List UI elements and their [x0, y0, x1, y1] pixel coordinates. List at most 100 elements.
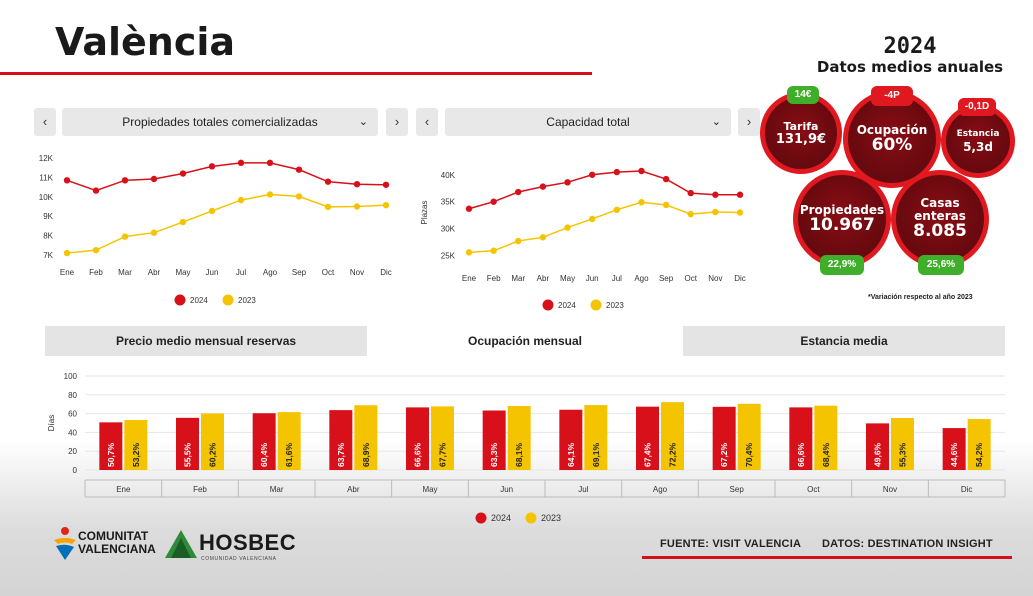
bar-label-2024: 55,5% [183, 442, 193, 467]
data-point-2023 [295, 193, 303, 200]
bar-label-2024: 66,6% [413, 442, 423, 467]
x-tick-label: Ago [263, 268, 278, 277]
bar-2023 [277, 412, 301, 470]
x-tick-label: Feb [193, 485, 207, 494]
y-tick-label: 35K [441, 198, 456, 207]
bar-2023 [814, 405, 838, 470]
data-source-label: DATOS: DESTINATION INSIGHT [822, 538, 993, 550]
x-tick-label: Oct [322, 268, 335, 277]
y-tick-label: 25K [441, 252, 456, 261]
legend-label-2024: 2024 [558, 301, 576, 310]
variation-footnote: *Variación respecto al año 2023 [868, 294, 973, 301]
bar-2023 [354, 405, 378, 470]
bar-label-2024: 63,3% [489, 442, 499, 467]
kpi-tarifa-change-badge: 14€ [787, 86, 819, 104]
bar-2023 [431, 406, 454, 470]
x-tick-label: Ene [116, 485, 131, 494]
tab-estancia-media[interactable]: Estancia media [683, 326, 1005, 356]
x-tick-label: Jun [206, 268, 219, 277]
kpi-estancia-change-badge: -0,1D [958, 98, 996, 116]
data-point-2023 [121, 233, 129, 240]
page-title: València [55, 20, 236, 64]
left-chart-metric-dropdown[interactable]: Propiedades totales comercializadas ⌄ [62, 108, 378, 136]
bar-2024 [712, 406, 736, 470]
right-chart-metric-dropdown[interactable]: Capacidad total ⌄ [445, 108, 731, 136]
legend-marker-2024 [542, 299, 554, 311]
bar-2024 [636, 406, 659, 470]
hosbec-subtitle: COMUNIDAD VALENCIANA [201, 556, 277, 562]
kpi-casas-label-line1: Casas [920, 196, 960, 211]
series-line-2023 [66, 193, 387, 254]
data-point-2024 [121, 177, 129, 184]
kpi-casas-bubble: Casas enteras 8.085 [891, 170, 989, 268]
x-tick-label: Nov [708, 274, 722, 283]
y-tick-label: 20 [68, 447, 77, 456]
data-point-2023 [353, 203, 361, 210]
x-tick-label: Jul [236, 268, 246, 277]
x-tick-label: Jun [500, 485, 513, 494]
data-point-2024 [638, 167, 645, 175]
y-tick-label: 80 [68, 391, 77, 400]
kpi-ocupacion-label: Ocupación [856, 122, 928, 137]
x-tick-label: Oct [807, 485, 820, 494]
hosbec-triangle-icon [165, 530, 197, 558]
x-tick-label: Ene [60, 268, 75, 277]
left-chart-prev-button[interactable]: ‹ [34, 108, 56, 136]
tab-ocupacion-mensual[interactable]: Ocupación mensual [367, 326, 683, 356]
properties-line-chart: 7K 8K 9K 10K 11K 12K Ene Feb Mar Abr May Jun Jul Ago S… [39, 154, 392, 306]
data-point-2023 [687, 210, 694, 218]
x-tick-label: Feb [487, 274, 501, 283]
y-tick-label: 11K [39, 173, 53, 182]
bar-2024 [406, 407, 429, 470]
data-point-2023 [324, 203, 332, 211]
x-tick-label: Dic [734, 274, 746, 283]
capacity-line-chart: 25K 30K 35K 40K Plazas Ene Feb Mar Abr May Jun Jul A… [420, 167, 746, 311]
y-tick-label: 100 [64, 372, 78, 381]
data-point-2023 [662, 201, 670, 209]
bar-2023 [507, 405, 531, 470]
bar-label-2023: 60,2% [208, 442, 218, 467]
y-tick-label: 10K [39, 193, 54, 202]
monthly-occupancy-bar-chart: 0 20 40 60 80 100 Días Ene 50,7% 53,2% Feb 55,5% 60,… [47, 372, 1006, 524]
legend-marker-2023 [222, 294, 234, 306]
data-point-2023 [465, 249, 473, 256]
tab-precio-medio[interactable]: Precio medio mensual reservas [45, 326, 367, 356]
source-label: FUENTE: VISIT VALENCIA [660, 538, 802, 550]
y-tick-label: 8K [43, 232, 53, 241]
kpi-estancia-bubble: Estancia 5,3d [941, 104, 1015, 178]
x-tick-label: May [560, 274, 575, 283]
legend-marker-2023 [525, 512, 537, 524]
data-point-2024 [266, 159, 274, 167]
y-tick-label: 60 [68, 410, 77, 419]
bar-label-2023: 68,9% [361, 442, 371, 467]
kpi-estancia-value: 5,3d [963, 140, 993, 155]
right-chart-prev-button[interactable]: ‹ [416, 108, 438, 136]
x-tick-label: Feb [89, 268, 103, 277]
right-chart-next-button[interactable]: › [738, 108, 760, 136]
data-point-2024 [662, 175, 670, 183]
data-point-2024 [712, 191, 719, 198]
bar-label-2024: 64,1% [566, 442, 576, 467]
x-tick-label: Jul [578, 485, 588, 494]
x-tick-label: Abr [347, 485, 360, 494]
y-tick-label: 40K [441, 171, 456, 180]
bar-label-2024: 44,6% [949, 442, 959, 467]
data-point-2023 [515, 237, 522, 245]
data-point-2023 [613, 206, 621, 214]
left-chart-next-button[interactable]: › [386, 108, 408, 136]
data-point-2023 [208, 207, 216, 215]
comunitat-logo-line1: COMUNITAT [78, 529, 149, 543]
data-point-2023 [63, 249, 71, 257]
x-tick-label: Abr [148, 268, 161, 277]
bar-2023 [737, 403, 761, 470]
legend-label-2023: 2023 [606, 301, 624, 310]
title-underline [0, 72, 592, 75]
x-tick-label: Sep [730, 485, 745, 494]
chevron-down-icon: ⌄ [358, 116, 368, 128]
hosbec-wordmark: HOSBEC [199, 530, 297, 555]
data-point-2024 [150, 175, 158, 183]
data-point-2023 [92, 246, 100, 254]
bar-2024 [789, 407, 813, 470]
data-point-2024 [515, 188, 522, 196]
bar-2024 [866, 423, 889, 470]
